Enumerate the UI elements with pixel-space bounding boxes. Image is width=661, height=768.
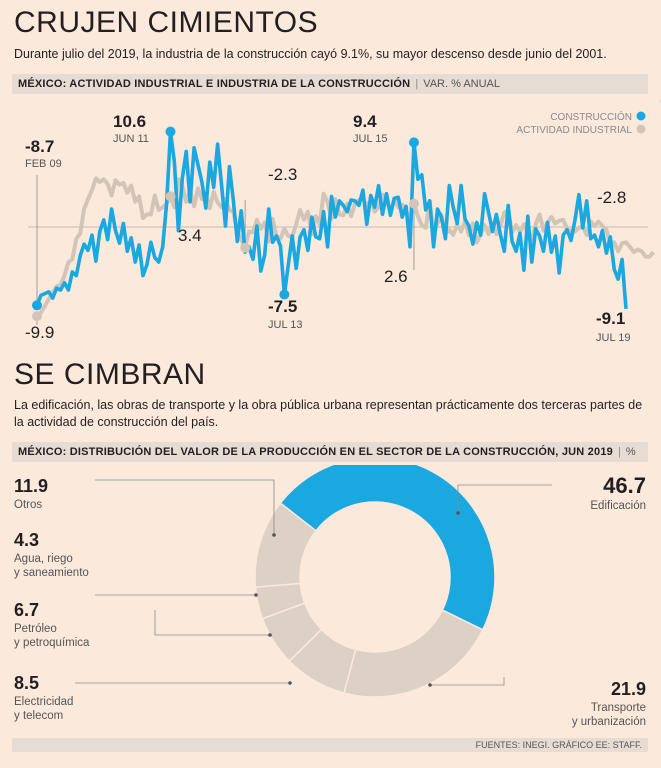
leader-dot-agua — [254, 593, 258, 597]
construccion-value-label: -9.1 — [596, 309, 625, 328]
leader-dot-edificacion — [456, 511, 460, 515]
leader-line-petroleo — [154, 610, 270, 636]
construccion-date-label: JUL 15 — [353, 133, 387, 145]
leader-dot-electricidad — [288, 681, 292, 685]
donut-slice-edificacion — [279, 465, 496, 631]
construccion-extreme-point — [165, 126, 176, 137]
leader-dot-petroleo — [268, 633, 272, 637]
slice-label-electricidad: Electricidad y telecom — [14, 696, 73, 722]
donut-chart-title: MÉXICO: DISTRIBUCIÓN DEL VALOR DE LA PRO… — [18, 446, 613, 458]
legend-swatch-construccion — [636, 111, 646, 121]
line-chart-title: MÉXICO: ACTIVIDAD INDUSTRIAL E INDUSTRIA… — [18, 78, 411, 90]
line-chart-header: MÉXICO: ACTIVIDAD INDUSTRIAL E INDUSTRIA… — [12, 74, 648, 94]
leader-line-edificacion — [457, 484, 552, 513]
actividad-extreme-point — [240, 242, 251, 253]
footer-source: FUENTES: INEGI. GRÁFICO EE: STAFF. — [12, 738, 648, 752]
section2-title: SE CIMBRAN — [14, 358, 206, 391]
slice-label-edificacion: Edificación — [590, 500, 646, 512]
construccion-date-label: JUL 13 — [268, 319, 302, 331]
actividad-value-label: 2.6 — [384, 267, 408, 286]
actividad-extreme-point — [32, 311, 42, 322]
legend-label-construccion: CONSTRUCCIÓN — [550, 110, 632, 123]
donut-chart: 46.7 Edificación 21.9 Transporte y urbanizac… — [14, 465, 646, 728]
slice-value-otros: 11.9 — [14, 476, 48, 496]
actividad-value-label: -9.9 — [25, 323, 54, 342]
donut-slice-otros — [254, 502, 317, 588]
construccion-date-label: FEB 09 — [25, 158, 62, 170]
section2-subtitle: La edificación, las obras de transporte … — [14, 398, 643, 429]
section1-title: CRUJEN CIMIENTOS — [14, 6, 319, 39]
header-separator: | — [617, 446, 621, 458]
slice-label-agua: Agua, riego y saneamiento — [14, 553, 89, 579]
donut-chart-header: MÉXICO: DISTRIBUCIÓN DEL VALOR DE LA PRO… — [12, 442, 648, 462]
donut-chart-unit: % — [625, 446, 636, 458]
leader-line-transporte — [430, 677, 505, 686]
slice-value-electricidad: 8.5 — [14, 673, 39, 693]
line-chart: -8.7 FEB 09 10.6 JUN 11 -7.5 JUL 13 9.4 JUL 15 -… — [25, 100, 661, 344]
line-chart-unit: VAR. % ANUAL — [423, 78, 501, 90]
series-line-construccion — [35, 129, 628, 310]
slice-value-edificacion: 46.7 — [603, 473, 646, 498]
actividad-value-label: -2.8 — [597, 188, 626, 207]
construccion-value-label: -8.7 — [25, 137, 54, 156]
legend-swatch-actividad-industrial — [636, 124, 646, 134]
construccion-extreme-point — [279, 289, 290, 300]
actividad-value-label: -2.3 — [268, 165, 297, 184]
construccion-extreme-point — [408, 137, 419, 148]
header-separator: | — [415, 78, 419, 90]
construccion-date-label: JUL 19 — [596, 332, 630, 344]
slice-label-otros: Otros — [14, 499, 42, 511]
construccion-value-label: 9.4 — [353, 112, 377, 131]
construccion-extreme-point — [32, 300, 42, 311]
construccion-value-label: 10.6 — [113, 112, 146, 131]
section1-subtitle: Durante julio del 2019, la industria de … — [14, 47, 607, 61]
donut-slice-transporte — [343, 609, 484, 698]
leader-dot-transporte — [428, 683, 432, 687]
actividad-extreme-point — [408, 198, 419, 209]
construccion-value-label: -7.5 — [268, 297, 297, 316]
slice-label-petroleo: Petróleo y petroquímica — [14, 623, 90, 649]
slice-label-transporte: Transporte y urbanización — [572, 702, 646, 728]
slice-value-petroleo: 6.7 — [14, 600, 39, 620]
slice-value-transporte: 21.9 — [611, 679, 646, 699]
leader-dot-otros — [272, 533, 276, 537]
actividad-extreme-point — [165, 191, 176, 202]
slice-value-agua: 4.3 — [14, 530, 39, 550]
construccion-date-label: JUN 11 — [113, 133, 149, 145]
legend-label-actividad-industrial: ACTIVIDAD INDUSTRIAL — [516, 125, 632, 136]
leader-line-otros — [95, 479, 275, 535]
actividad-value-label: 3.4 — [178, 226, 202, 245]
